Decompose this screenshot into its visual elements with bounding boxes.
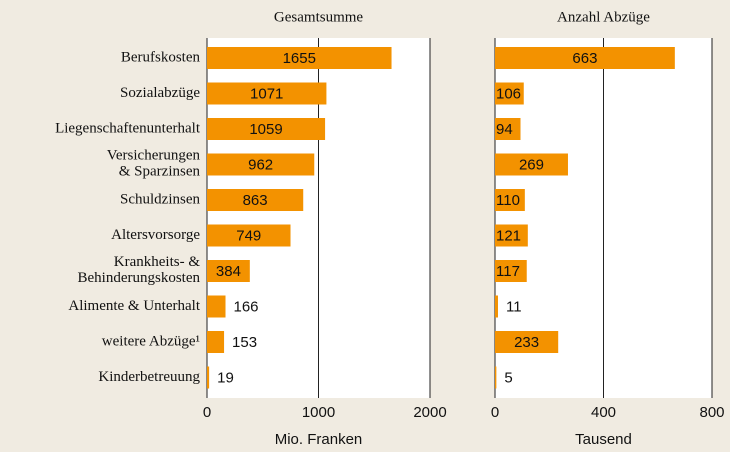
value-label: 1071 [250,85,283,102]
value-label: 5 [504,369,512,386]
bar [207,295,226,318]
bar [495,295,498,318]
value-label: 663 [572,50,597,67]
value-label: 863 [243,192,268,209]
bar [207,331,225,353]
bar [495,260,527,282]
value-label: 106 [496,85,521,102]
value-label: 11 [506,298,522,315]
x-tick-label: 0 [491,404,499,421]
category-label: Altersvorsorge [111,227,200,243]
value-label: 749 [236,227,261,244]
bar [207,224,291,247]
x-tick-label: 1000 [302,404,335,421]
category-label: Schuldzinsen [120,191,200,207]
bar [207,47,392,69]
x-tick-label: 400 [591,404,616,421]
x-axis-label: Mio. Franken [275,431,363,448]
value-label: 110 [496,192,520,209]
x-tick-label: 800 [699,404,724,421]
value-label: 269 [519,156,544,173]
bar [495,366,497,389]
value-label: 94 [496,121,513,138]
value-label: 962 [248,156,273,173]
x-tick-label: 0 [203,404,211,421]
bar [495,189,525,211]
bar [207,82,327,105]
category-label: Liegenschaftenunterhalt [55,120,201,136]
value-label: 19 [217,369,234,386]
category-label: Alimente & Unterhalt [68,298,200,314]
value-label: 121 [496,227,521,244]
bar [495,118,521,140]
value-label: 166 [234,298,259,315]
category-label: Versicherungen & Sparzinsen [107,148,201,180]
bar [495,331,559,353]
bar [495,153,568,176]
bar [495,224,528,247]
panel-title: Anzahl Abzüge [557,9,650,25]
bar [495,47,675,69]
value-label: 1655 [283,50,316,67]
x-tick-label: 2000 [413,404,446,421]
value-label: 1059 [249,121,282,138]
value-label: 117 [496,263,520,280]
panel-title: Gesamtsumme [274,9,363,25]
bar [207,366,210,389]
value-label: 384 [216,263,241,280]
bar [207,260,250,282]
category-label: Kinderbetreuung [98,369,200,385]
category-label: weitere Abzüge¹ [102,333,200,349]
value-label: 233 [514,334,539,351]
category-label: Krankheits- & Behinderungskosten [78,254,201,286]
category-label: Sozialabzüge [120,85,200,101]
value-label: 153 [232,334,257,351]
bar [495,82,524,105]
bar [207,153,315,176]
bar [207,189,304,211]
x-axis-label: Tausend [575,431,632,448]
bar [207,118,326,140]
category-label: Berufskosten [121,49,201,65]
